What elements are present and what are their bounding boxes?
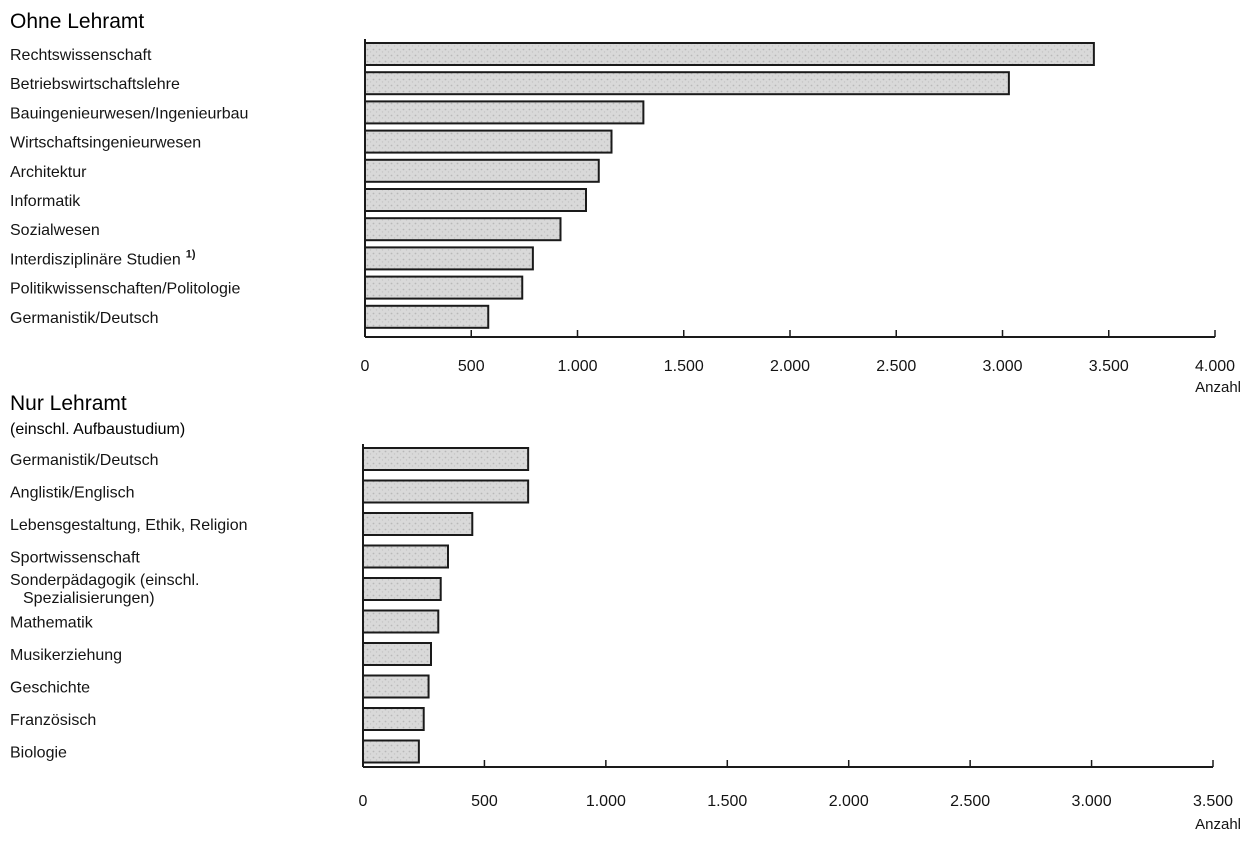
category-label: Anglistik/Englisch <box>10 485 135 502</box>
category-label: Sozialwesen <box>10 222 100 239</box>
x-tick-label: 3.000 <box>1072 793 1112 810</box>
bar <box>362 544 449 569</box>
bar <box>364 188 587 212</box>
x-tick-label: 2.500 <box>876 358 916 375</box>
bar <box>362 479 530 504</box>
bar <box>362 739 420 764</box>
bar <box>362 577 442 601</box>
panel-title-ohne-lehramt: Ohne Lehramt <box>10 10 144 33</box>
bar <box>364 42 1095 66</box>
category-label: Biologie <box>10 745 67 762</box>
panel-subtitle-nur-lehramt: (einschl. Aufbaustudium) <box>10 421 185 438</box>
bar <box>364 246 534 271</box>
bar <box>364 304 490 329</box>
bar <box>362 642 432 666</box>
x-axis-unit-label: Anzahl <box>1195 379 1241 396</box>
x-tick-label: 500 <box>458 358 485 375</box>
category-label: Politikwissenschaften/Politologie <box>10 281 240 298</box>
category-label: Wirtschaftsingenieurwesen <box>10 135 201 152</box>
panel-title-nur-lehramt: Nur Lehramt <box>10 392 127 415</box>
category-label: Lebensgestaltung, Ethik, Religion <box>10 517 248 534</box>
bar <box>364 100 645 125</box>
x-tick-label: 1.500 <box>707 793 747 810</box>
category-label: Rechtswissenschaft <box>10 47 152 64</box>
bar <box>364 129 613 154</box>
x-tick-label: 3.000 <box>982 358 1022 375</box>
x-tick-label: 0 <box>359 793 368 810</box>
category-label: Musikerziehung <box>10 647 122 664</box>
x-tick-label: 3.500 <box>1089 358 1129 375</box>
x-tick-label: 2.500 <box>950 793 990 810</box>
bar <box>362 674 430 699</box>
category-label: Interdisziplinäre Studien 1) <box>10 248 196 268</box>
panel-ohne-lehramt: Ohne Lehramt Rechtswissenschaft Betriebsw… <box>10 10 1241 396</box>
bar <box>362 447 530 471</box>
category-label: Informatik <box>10 193 81 210</box>
x-tick-label: 1.500 <box>664 358 704 375</box>
bar <box>364 217 562 242</box>
category-label: Sportwissenschaft <box>10 550 140 567</box>
category-label: Sonderpädagogik (einschl. Spezialisierung… <box>10 572 199 607</box>
bar <box>362 512 474 536</box>
bar <box>364 71 1010 96</box>
footnote-marker: 1) <box>186 248 196 260</box>
category-label: Bauingenieurwesen/Ingenieurbau <box>10 105 248 122</box>
bar <box>364 158 600 183</box>
category-label: Betriebswirtschaftslehre <box>10 76 180 93</box>
panel-nur-lehramt: Nur Lehramt (einschl. Aufbaustudium) Ger… <box>10 392 1241 833</box>
x-tick-label: 1.000 <box>557 358 597 375</box>
x-tick-label: 1.000 <box>586 793 626 810</box>
category-label: Architektur <box>10 164 87 181</box>
x-tick-label: 0 <box>361 358 370 375</box>
bar <box>362 609 440 634</box>
x-tick-label: 2.000 <box>770 358 810 375</box>
x-tick-label: 4.000 <box>1195 358 1235 375</box>
bar <box>362 707 425 731</box>
bar <box>364 275 524 300</box>
x-tick-label: 500 <box>471 793 498 810</box>
category-label: Französisch <box>10 712 96 729</box>
category-label: Geschichte <box>10 680 90 697</box>
category-label: Germanistik/Deutsch <box>10 452 159 469</box>
x-tick-label: 3.500 <box>1193 793 1233 810</box>
category-label: Germanistik/Deutsch <box>10 310 159 327</box>
x-tick-label: 2.000 <box>829 793 869 810</box>
category-label: Mathematik <box>10 615 94 632</box>
x-axis-unit-label: Anzahl <box>1195 816 1241 833</box>
